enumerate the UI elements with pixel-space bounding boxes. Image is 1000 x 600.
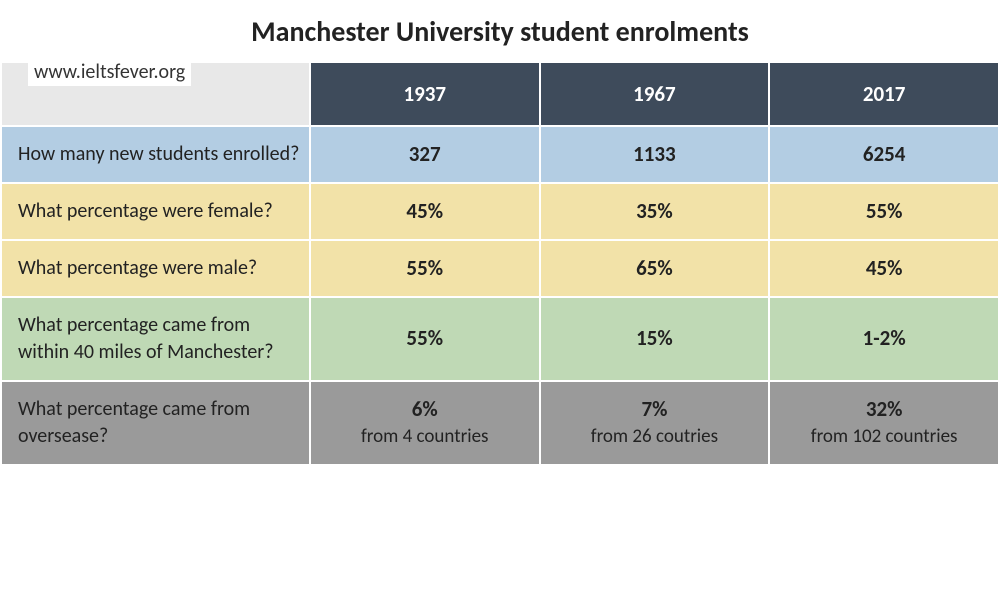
- cell-main: 6%: [412, 396, 438, 422]
- row-label: What percentage were male?: [2, 241, 309, 296]
- cell-main: 32%: [866, 396, 903, 422]
- header-year-1: 1967: [541, 63, 769, 125]
- cell: 1-2%: [770, 298, 998, 380]
- table-row: What percentage were male? 55% 65% 45%: [2, 241, 998, 296]
- cell: 35%: [541, 184, 769, 239]
- cell-main: 7%: [641, 396, 667, 422]
- row-label: What percentage were female?: [2, 184, 309, 239]
- cell: 55%: [311, 241, 539, 296]
- header-year-2: 2017: [770, 63, 998, 125]
- cell: 32% from 102 countries: [770, 382, 998, 464]
- table-title: Manchester University student enrolments: [0, 0, 1000, 61]
- table-row: What percentage were female? 45% 35% 55%: [2, 184, 998, 239]
- cell-sub: from 102 countries: [770, 425, 998, 450]
- watermark: www.ieltsfever.org: [28, 58, 191, 86]
- table-row: What percentage came from within 40 mile…: [2, 298, 998, 380]
- cell: 1133: [541, 127, 769, 182]
- row-label: How many new students enrolled?: [2, 127, 309, 182]
- enrolment-table: 1937 1967 2017 How many new students enr…: [0, 61, 1000, 466]
- cell: 65%: [541, 241, 769, 296]
- cell: 55%: [770, 184, 998, 239]
- cell: 6% from 4 countries: [311, 382, 539, 464]
- header-year-0: 1937: [311, 63, 539, 125]
- cell: 6254: [770, 127, 998, 182]
- cell: 55%: [311, 298, 539, 380]
- table-row: How many new students enrolled? 327 1133…: [2, 127, 998, 182]
- cell: 7% from 26 coutries: [541, 382, 769, 464]
- cell: 327: [311, 127, 539, 182]
- table-row: What percentage came from oversease? 6% …: [2, 382, 998, 464]
- row-label: What percentage came from within 40 mile…: [2, 298, 309, 380]
- row-label: What percentage came from oversease?: [2, 382, 309, 464]
- cell: 45%: [770, 241, 998, 296]
- cell-sub: from 26 coutries: [541, 425, 769, 450]
- cell-sub: from 4 countries: [311, 425, 539, 450]
- cell: 45%: [311, 184, 539, 239]
- cell: 15%: [541, 298, 769, 380]
